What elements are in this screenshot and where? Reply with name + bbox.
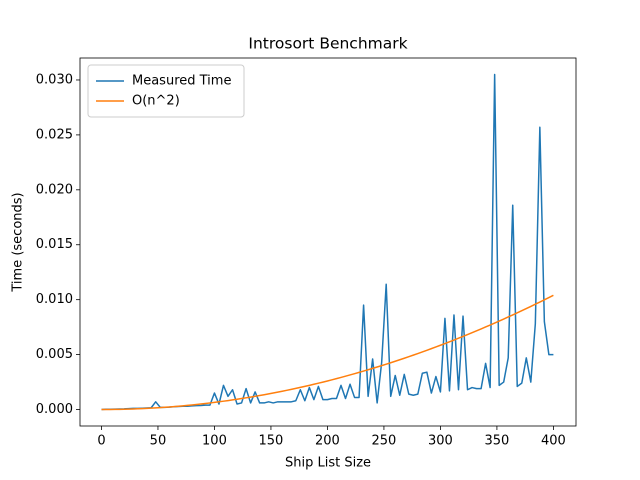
x-tick-label: 250 [372,434,397,449]
legend-box [87,64,245,118]
x-tick-label: 300 [428,434,453,449]
y-tick-label: 0.010 [36,292,73,307]
y-tick-label: 0.005 [36,347,73,362]
x-axis-label: Ship List Size [285,456,371,471]
x-tick-label: 350 [484,434,509,449]
y-tick-label: 0.030 [36,72,73,87]
x-tick-label: 0 [97,434,105,449]
y-axis-label: Time (seconds) [11,192,26,292]
chart-title: Introsort Benchmark [248,35,407,53]
plot-frame [79,57,577,427]
data-line [101,73,554,411]
x-tick-label: 150 [259,434,284,449]
y-tick-label: 0.000 [36,402,73,417]
legend-label: O(n^2) [132,94,180,109]
x-tick-label: 100 [202,434,227,449]
data-line [101,294,554,411]
y-tick-label: 0.020 [36,182,73,197]
x-tick-label: 50 [150,434,167,449]
y-tick-label: 0.025 [36,127,73,142]
x-tick-label: 400 [541,434,566,449]
x-tick-label: 200 [315,434,340,449]
legend-label: Measured Time [132,74,231,89]
y-tick-label: 0.015 [36,237,73,252]
